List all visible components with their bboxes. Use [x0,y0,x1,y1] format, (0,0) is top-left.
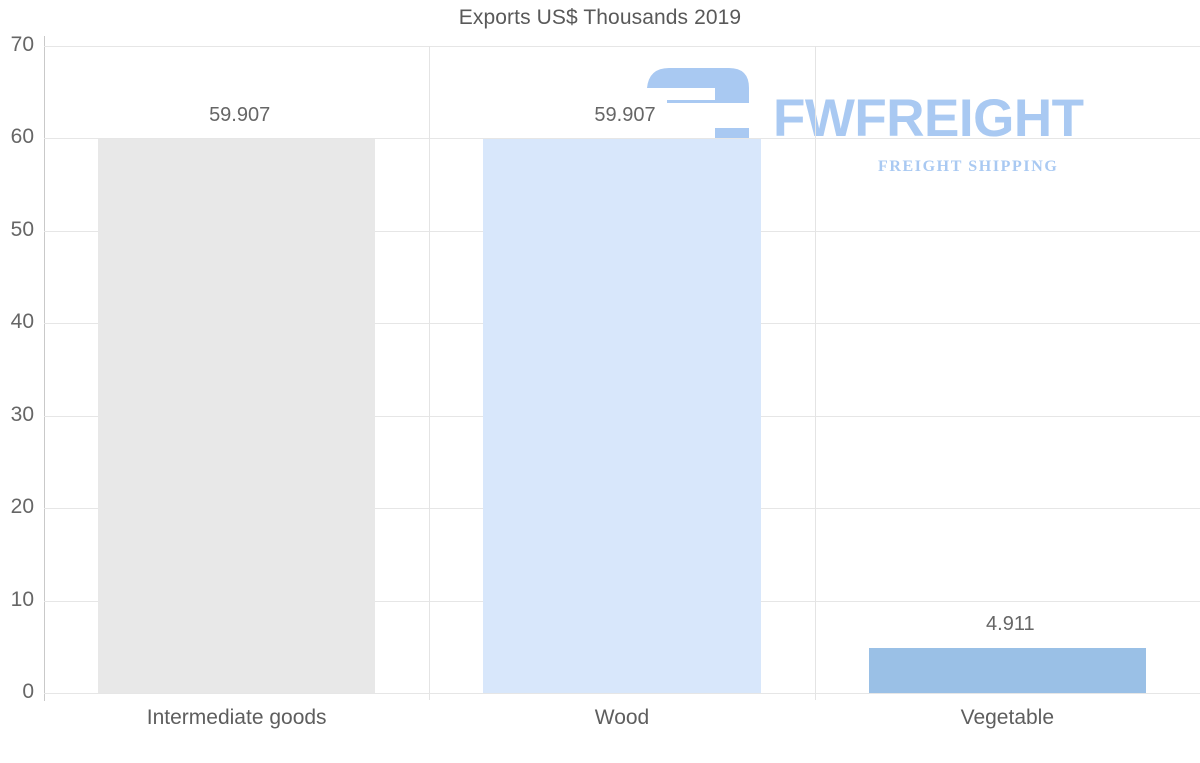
bar-value-label: 59.907 [483,103,767,129]
gridline-horizontal [44,138,1200,140]
y-tick-label: 70 [10,33,34,56]
bar-value-label: 59.907 [97,103,382,129]
plot-area [44,36,1200,701]
y-axis-ticks: 0 10 20 30 40 50 60 70 [11,33,1200,703]
y-tick-label: 10 [10,587,34,611]
gridline-horizontal [44,693,1200,694]
chart-title: Exports US$ Thousands 2019 [458,6,742,29]
bar-vegetable[interactable] [868,647,1147,693]
y-axis-line [44,36,45,701]
x-category-label: Intermediate goods [146,706,327,729]
gridline-horizontal [44,46,1200,47]
bar-intermediate-goods[interactable] [97,139,376,693]
gridline-vertical [429,46,430,700]
bar-wood[interactable] [483,139,761,693]
y-tick-label: 50 [10,217,34,241]
bar-value-label: 4.911 [868,611,1153,637]
x-category-label: Vegetable [960,706,1055,729]
y-tick-label: 30 [10,402,34,426]
y-tick-label: 60 [10,125,34,149]
y-tick-label: 0 [22,680,34,703]
y-tick-label: 20 [10,495,34,519]
gridline-vertical [815,46,816,700]
y-tick-label: 40 [10,310,34,334]
x-category-label: Wood [594,706,650,729]
